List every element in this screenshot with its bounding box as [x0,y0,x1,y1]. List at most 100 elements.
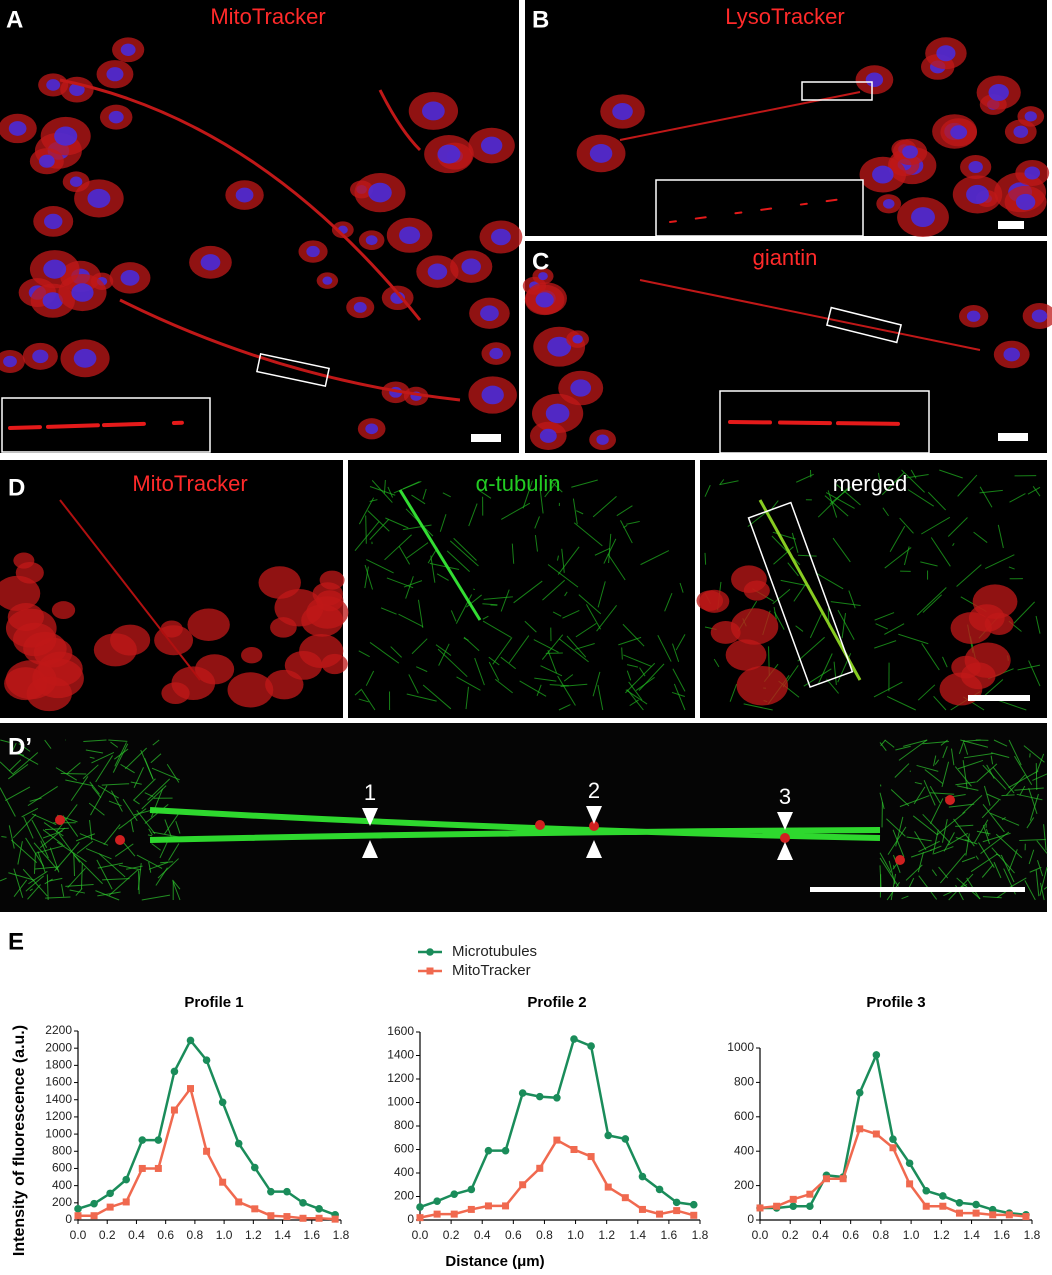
stain-label: LysoTracker [725,4,844,29]
filament [436,573,449,581]
filament [955,824,974,827]
filament [797,554,817,557]
point [74,1205,82,1213]
filament [70,776,89,801]
filament [83,739,107,742]
filament [465,686,469,710]
nucleus [46,79,61,91]
filament [895,816,904,847]
filament [773,611,785,630]
filament [832,537,851,563]
cell [51,601,76,620]
nucleus [399,226,421,245]
filament [825,492,855,509]
filament [366,559,394,574]
x-tick-label: 1.8 [692,1228,709,1242]
filament [403,580,423,588]
stain-label: MitoTracker [210,4,325,29]
filament [815,572,844,590]
cell-drawing [0,37,1052,901]
y-tick-label: 1400 [387,1048,414,1062]
inset-c-signal [728,420,917,426]
filament [795,625,804,632]
nucleus [572,334,583,344]
filament [704,552,707,565]
filament [1027,486,1041,495]
filament [941,819,948,843]
chart-title: Profile 1 [184,994,243,1011]
filament [18,743,31,752]
y-tick-label: 2000 [45,1040,72,1054]
x-tick-label: 1.4 [629,1228,646,1242]
filament [882,507,889,517]
filament [21,807,39,818]
filament [85,848,112,860]
filament [463,636,480,652]
filament [519,680,547,697]
filament [1016,793,1043,801]
filament [386,577,414,589]
filament [437,648,468,678]
filament [930,537,951,567]
filament [625,662,656,694]
filament [955,781,976,786]
nucleus [437,144,461,164]
filament [28,870,48,885]
filament [101,783,130,786]
point [484,1146,493,1155]
filament [560,683,588,688]
point [553,1094,561,1102]
filament [73,854,103,885]
filament [1009,493,1026,503]
filament [406,542,429,559]
filament [1039,882,1045,901]
filament [60,773,87,775]
point [122,1198,130,1206]
filament [597,684,604,711]
filament [558,704,571,711]
filament [411,494,426,505]
filament [406,693,437,702]
filament [623,654,652,667]
inset-b [655,179,864,237]
x-tick-label: 1.4 [274,1228,291,1242]
filament [558,638,589,663]
point [989,1211,997,1219]
filament [58,833,81,863]
filament [704,484,711,497]
filament [881,472,905,496]
filament [974,819,989,844]
point [922,1202,930,1210]
filament [31,819,48,848]
filament [895,745,911,751]
filament [908,877,915,889]
scale-bar [998,433,1028,441]
filament [1039,866,1048,896]
filament [136,809,156,835]
cell [110,624,151,656]
x-tick-label: 0.2 [782,1228,799,1242]
nucleus [69,83,85,97]
filament [982,896,1002,899]
filament [903,546,910,566]
filament [82,764,99,780]
filament [364,566,369,589]
filament [830,601,861,606]
y-tick-label: 600 [52,1161,72,1175]
filament [1036,840,1048,854]
filament [137,863,142,890]
filament [1029,866,1042,873]
filament [914,831,927,851]
x-tick-label: 0.4 [128,1228,145,1242]
filament [773,546,794,565]
filament [796,473,814,483]
filament [91,786,102,799]
point [955,1209,963,1217]
panel-label: D [8,474,25,501]
filament [118,864,142,871]
filament [1019,838,1046,842]
point [1005,1211,1013,1219]
filament [354,688,363,696]
filament [933,696,947,711]
nucleus [966,184,989,204]
